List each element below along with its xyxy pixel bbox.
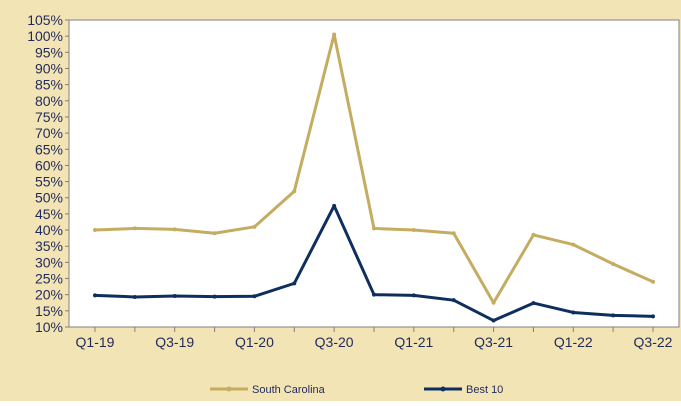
data-point	[93, 293, 97, 298]
legend: South Carolina Best 10	[210, 384, 503, 396]
data-point	[611, 261, 616, 266]
data-point	[252, 294, 257, 299]
data-point	[411, 228, 416, 233]
legend-marker	[440, 386, 446, 392]
y-tick-label: 20%	[35, 287, 63, 303]
x-tick-label: Q1-22	[554, 334, 593, 350]
y-tick-label: 45%	[35, 206, 63, 222]
x-axis: Q1-19 Q3-19 Q1-20 Q3-20 Q1-21 Q3-21 Q1-22 Q3-22	[76, 327, 673, 350]
y-tick-label: 60%	[35, 157, 63, 173]
x-tick-label: Q3-22	[634, 334, 673, 350]
data-point	[491, 300, 496, 305]
x-tick-label: Q3-21	[474, 334, 513, 350]
data-point	[571, 310, 576, 315]
data-point	[451, 298, 456, 303]
data-point	[611, 313, 616, 318]
data-point	[132, 294, 137, 299]
y-tick-label: 25%	[35, 271, 63, 287]
y-tick-label: 10%	[35, 319, 63, 335]
data-point	[292, 189, 297, 194]
data-point	[212, 294, 217, 299]
data-point	[451, 231, 456, 236]
data-point	[411, 293, 416, 298]
series-layer	[93, 32, 655, 323]
x-tick-label: Q1-19	[76, 334, 115, 350]
y-tick-label: 30%	[35, 254, 63, 270]
legend-label: Best 10	[466, 384, 503, 396]
data-point	[372, 226, 376, 231]
y-tick-label: 85%	[35, 77, 63, 93]
data-point	[252, 224, 257, 229]
x-tick-label: Q3-20	[315, 334, 354, 350]
data-point	[651, 314, 655, 319]
x-tick-label: Q1-21	[394, 334, 433, 350]
data-point	[332, 32, 337, 37]
data-point	[172, 293, 177, 298]
y-tick-label: 35%	[35, 238, 63, 254]
data-point	[332, 203, 337, 208]
data-point	[531, 301, 536, 306]
x-tick-label: Q1-20	[235, 334, 274, 350]
y-tick-label: 105%	[27, 12, 63, 28]
y-tick-label: 75%	[35, 109, 63, 125]
data-point	[292, 281, 297, 286]
data-point	[531, 232, 536, 237]
data-point	[571, 242, 576, 247]
data-point	[172, 227, 177, 232]
y-tick-label: 50%	[35, 190, 63, 206]
y-tick-label: 90%	[35, 60, 63, 76]
data-point	[93, 228, 97, 233]
y-tick-label: 100%	[27, 28, 63, 44]
data-point	[212, 231, 217, 236]
y-tick-label: 55%	[35, 174, 63, 190]
data-point	[132, 226, 137, 231]
legend-label: South Carolina	[252, 384, 326, 396]
y-tick-label: 15%	[35, 303, 63, 319]
y-tick-label: 40%	[35, 222, 63, 238]
y-tick-label: 70%	[35, 125, 63, 141]
y-tick-label: 95%	[35, 44, 63, 60]
x-tick-label: Q3-19	[155, 334, 194, 350]
data-point	[372, 292, 376, 297]
y-tick-label: 80%	[35, 93, 63, 109]
data-point	[491, 318, 496, 323]
legend-marker	[226, 386, 232, 392]
y-tick-label: 65%	[35, 141, 63, 157]
y-axis: 10%15%20%25%30%35%40%45%50%55%60%65%70%7…	[27, 12, 69, 335]
plot-background	[68, 19, 680, 328]
data-point	[651, 279, 655, 284]
